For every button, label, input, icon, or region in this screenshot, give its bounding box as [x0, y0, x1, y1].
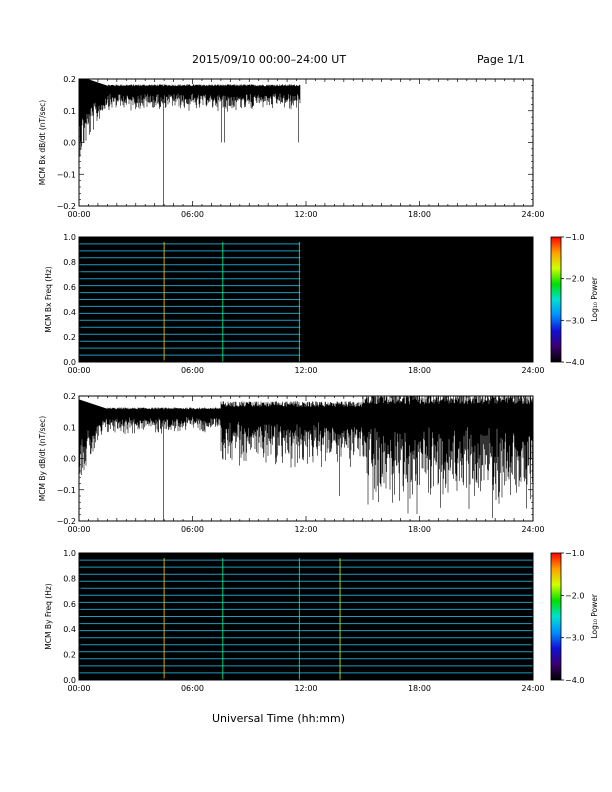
x-tick-label: 12:00: [294, 366, 317, 375]
y-tick-label: 0.0: [63, 676, 76, 685]
page-title: 2015/09/10 00:00–24:00 UT: [192, 53, 347, 66]
colorbar-tick-label: −3.0: [565, 316, 584, 325]
y-tick-label: 0.4: [63, 308, 76, 317]
colorbar-tick-label: −1.0: [565, 549, 584, 558]
y-tick-label: −0.2: [57, 517, 76, 526]
y-tick-label: 0.1: [63, 107, 76, 116]
colorbar-label: Log₁₀ Power: [590, 276, 599, 321]
y-axis-label: MCM Bx Freq (Hz): [44, 266, 53, 332]
y-tick-label: 0.4: [63, 625, 76, 634]
x-tick-label: 00:00: [67, 525, 90, 534]
colorbar-gradient: [550, 552, 562, 681]
y-tick-label: 1.0: [63, 233, 76, 242]
x-tick-label: 24:00: [521, 366, 544, 375]
x-tick-label: 06:00: [181, 684, 204, 693]
y-tick-label: 0.0: [63, 139, 76, 148]
colorbar-tick-label: −2.0: [565, 275, 584, 284]
page-number: Page 1/1: [477, 53, 525, 66]
x-tick-label: 24:00: [521, 684, 544, 693]
x-tick-label: 00:00: [67, 366, 90, 375]
panel-4: 00:00 06:00 12:00 18:00 24:00 1.0 0.8 0.6 0.4 0.2…: [44, 549, 545, 693]
x-ticks: [78, 79, 534, 206]
y-tick-label: 0.8: [63, 258, 76, 267]
x-ticks: [78, 237, 534, 362]
colorbar-tick-label: −3.0: [565, 634, 584, 643]
colorbar-2: −1.0 −2.0 −3.0 −4.0 Log₁₀ Power: [550, 233, 599, 367]
colorbar-tick-label: −2.0: [565, 591, 584, 600]
x-tick-label: 06:00: [181, 366, 204, 375]
y-tick-label: 0.0: [63, 455, 76, 464]
y-tick-label: 0.1: [63, 423, 76, 432]
x-tick-label: 00:00: [67, 684, 90, 693]
x-ticks: [78, 553, 534, 680]
x-tick-label: 18:00: [408, 525, 431, 534]
y-tick-label: 0.0: [63, 358, 76, 367]
x-tick-label: 24:00: [521, 210, 544, 219]
y-tick-label: −0.1: [57, 170, 76, 179]
x-tick-label: 06:00: [181, 210, 204, 219]
x-tick-label: 18:00: [408, 684, 431, 693]
harmonic-lines: [79, 559, 533, 674]
y-tick-label: 1.0: [63, 549, 76, 558]
y-tick-label: 0.8: [63, 574, 76, 583]
y-tick-label: 0.6: [63, 600, 76, 609]
x-tick-label: 12:00: [294, 684, 317, 693]
x-tick-label: 18:00: [408, 210, 431, 219]
colorbar-label: Log₁₀ Power: [590, 593, 599, 638]
y-tick-label: 0.2: [63, 651, 76, 660]
x-tick-label: 24:00: [521, 525, 544, 534]
y-tick-label: 0.2: [63, 333, 76, 342]
x-tick-label: 06:00: [181, 525, 204, 534]
y-tick-label: 0.2: [63, 392, 76, 401]
y-axis-label: MCM Bx dB/dt (nT/sec): [38, 100, 47, 185]
x-tick-label: 12:00: [294, 210, 317, 219]
y-tick-label: −0.1: [57, 486, 76, 495]
x-tick-label: 18:00: [408, 366, 431, 375]
y-tick-label: −0.2: [57, 202, 76, 211]
panel-2: 00:00 06:00 12:00 18:00 24:00 1.0 0.8 0.6 0.4 0.2…: [44, 233, 545, 375]
y-axis-label: MCM By Freq (Hz): [44, 583, 53, 649]
harmonic-lines: [79, 243, 301, 356]
y-tick-label: 0.6: [63, 283, 76, 292]
panel-1: 00:00 06:00 12:00 18:00 24:00 0.2 0.1 0.0 −0.1 −0…: [38, 75, 545, 219]
x-ticks: [78, 396, 534, 521]
colorbar-gradient: [550, 236, 562, 363]
x-tick-label: 00:00: [67, 210, 90, 219]
colorbar-tick-label: −4.0: [565, 358, 584, 367]
colorbar-tick-label: −1.0: [565, 233, 584, 242]
y-tick-label: 0.2: [63, 75, 76, 84]
colorbar-4: −1.0 −2.0 −3.0 −4.0 Log₁₀ Power: [550, 549, 599, 685]
x-tick-label: 12:00: [294, 525, 317, 534]
x-axis-label: Universal Time (hh:mm): [212, 712, 345, 725]
y-axis-label: MCM By dB/dt (nT/sec): [38, 416, 47, 501]
panel-3: 00:00 06:00 12:00 18:00 24:00 0.2 0.1 0.0 −0.1 −0…: [38, 392, 545, 534]
colorbar-tick-label: −4.0: [565, 676, 584, 685]
